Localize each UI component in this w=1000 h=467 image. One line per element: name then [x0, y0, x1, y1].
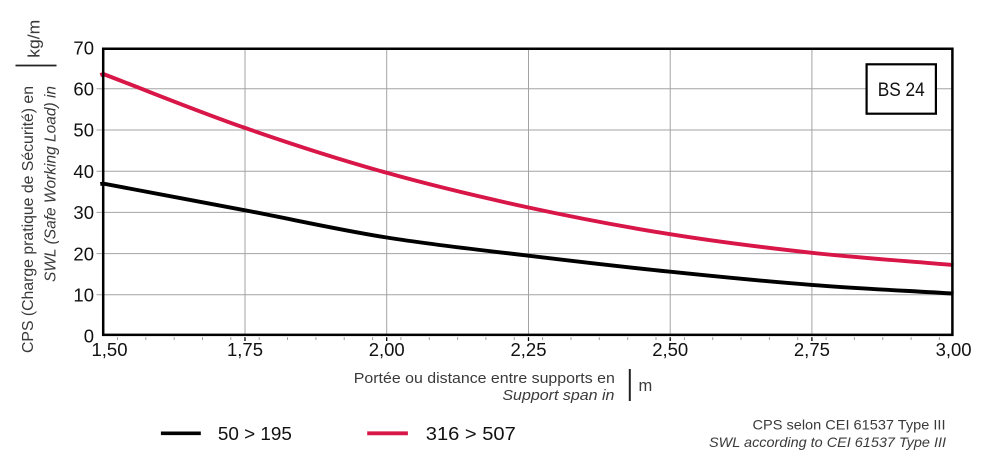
- svg-text:SWL according to CEI 61537 Typ: SWL according to CEI 61537 Type III: [709, 434, 946, 450]
- svg-text:2,75: 2,75: [794, 339, 830, 360]
- svg-text:50: 50: [73, 120, 94, 141]
- svg-text:Portée ou distance entre suppo: Portée ou distance entre supports en: [354, 371, 615, 387]
- svg-text:CPS selon CEI 61537 Type III: CPS selon CEI 61537 Type III: [753, 417, 946, 433]
- svg-text:2,00: 2,00: [369, 339, 405, 360]
- svg-text:20: 20: [73, 243, 94, 264]
- svg-text:1,50: 1,50: [91, 339, 127, 360]
- svg-text:Support span in: Support span in: [502, 388, 614, 404]
- svg-text:BS 24: BS 24: [878, 80, 925, 101]
- svg-text:2,25: 2,25: [510, 339, 546, 360]
- svg-text:70: 70: [73, 37, 94, 58]
- svg-text:kg/m: kg/m: [26, 20, 44, 58]
- svg-text:CPS (Charge pratique de Sécuri: CPS (Charge pratique de Sécurité) en: [20, 86, 37, 353]
- svg-text:3,00: 3,00: [936, 339, 972, 360]
- svg-text:10: 10: [73, 285, 94, 306]
- svg-text:40: 40: [73, 161, 94, 182]
- svg-text:30: 30: [73, 202, 94, 223]
- svg-text:1,75: 1,75: [227, 339, 263, 360]
- svg-text:316 > 507: 316 > 507: [426, 423, 516, 444]
- svg-text:50 > 195: 50 > 195: [218, 423, 292, 444]
- svg-text:SWL (Safe Working Load) in: SWL (Safe Working Load) in: [43, 86, 60, 282]
- svg-text:0: 0: [84, 326, 94, 347]
- svg-text:2,50: 2,50: [652, 339, 688, 360]
- svg-text:60: 60: [73, 79, 94, 100]
- svg-text:m: m: [639, 377, 653, 395]
